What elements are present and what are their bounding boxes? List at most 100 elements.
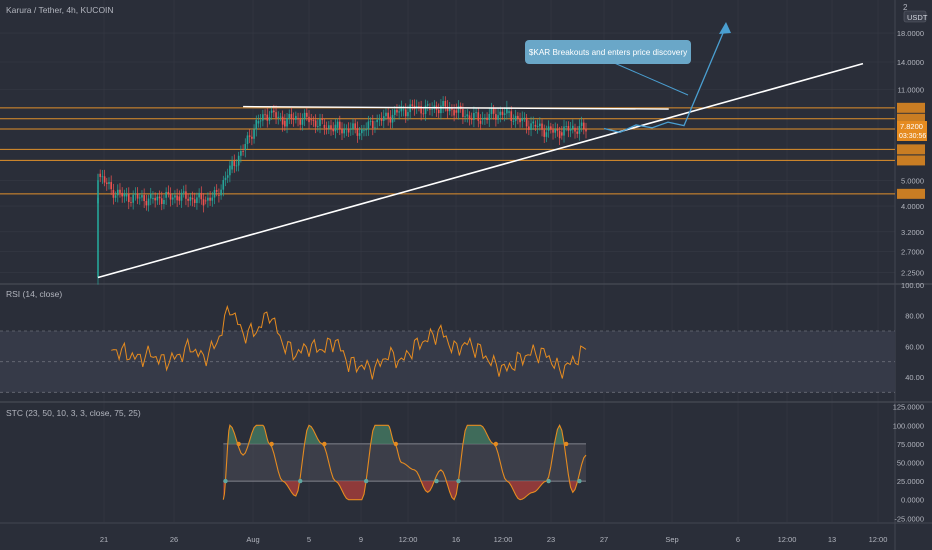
candle-body [251, 136, 253, 139]
candle-body [576, 131, 579, 134]
candle-body [365, 129, 367, 131]
candle-body [451, 108, 453, 110]
callout-pointer [611, 61, 689, 96]
stc-sell-marker [322, 441, 327, 447]
candle-body [235, 165, 238, 167]
candle-body [156, 196, 159, 201]
candle-body [154, 197, 156, 201]
stc-buy-marker [434, 478, 439, 484]
candle-body [317, 126, 319, 127]
candle-body [262, 114, 264, 121]
candle-body [376, 119, 378, 123]
candle-body [277, 116, 280, 118]
resistance-line[interactable] [243, 105, 669, 110]
candle-body [426, 104, 429, 106]
candle-body [585, 128, 587, 132]
candle-body [431, 108, 433, 110]
candle-body [572, 125, 574, 129]
candle-body [367, 121, 370, 130]
candle-body [314, 120, 317, 127]
candle-body [158, 196, 161, 199]
price-axis-label: 2.2500 [901, 268, 924, 277]
candle-body [248, 135, 251, 137]
candle-body [554, 129, 557, 133]
candle-body [244, 144, 247, 151]
candle-body [508, 111, 510, 113]
candle-body [477, 112, 480, 121]
candle-body [99, 173, 101, 177]
candle-body [334, 124, 337, 132]
candle-body [455, 110, 458, 113]
stc-buy-marker [577, 478, 582, 484]
candle-body [517, 115, 519, 119]
candle-body [233, 161, 236, 166]
candle-body [437, 109, 440, 114]
candle-body [229, 165, 231, 176]
candle-body [224, 177, 227, 180]
candle-body [380, 118, 383, 121]
candles [97, 96, 587, 285]
candle-body [301, 119, 304, 125]
projection-path[interactable] [603, 25, 727, 133]
time-axis-label: 12:00 [778, 535, 797, 544]
rsi-axis-label: 80.00 [905, 312, 924, 321]
candle-body [253, 129, 255, 139]
candle-body [339, 121, 341, 129]
currency-badge[interactable]: USDT [903, 10, 928, 23]
rsi-line[interactable] [111, 304, 587, 380]
candle-body [297, 118, 299, 120]
candle-body [345, 128, 348, 130]
candle-body [145, 200, 148, 206]
level-axis-tag [897, 144, 925, 155]
stc-buy-marker [298, 478, 303, 484]
candle-body [255, 119, 258, 130]
candle-body [356, 128, 359, 136]
stc-axis-label: -25.0000 [894, 514, 924, 523]
candle-body [382, 116, 385, 121]
candle-body [281, 116, 284, 125]
rsi-axis-label: 40.00 [905, 373, 924, 382]
candle-body [453, 109, 455, 116]
rsi-axis-label: 60.00 [905, 342, 924, 351]
price-axis-label: 4.0000 [901, 202, 924, 211]
candle-body [149, 193, 152, 199]
candle-body [171, 197, 174, 200]
candle-body [108, 182, 110, 184]
candle-body [237, 155, 240, 166]
candle-body [290, 114, 293, 119]
candle-body [185, 191, 187, 199]
rsi-panel-label: RSI (14, close) [6, 289, 62, 299]
candle-body [536, 126, 539, 127]
candle-body [360, 128, 363, 134]
candle-body [211, 197, 214, 201]
candle-body [378, 118, 381, 120]
top-axis-value: 2 [903, 3, 908, 12]
candle-body [532, 121, 535, 124]
candle-body [101, 176, 104, 178]
candle-body [169, 193, 172, 200]
annotation-callout[interactable]: $KAR Breakouts and enters price discover… [525, 40, 691, 96]
candle-body [545, 132, 548, 137]
candle-body [407, 112, 409, 117]
stc-axis-label: 25.0000 [897, 477, 924, 486]
time-axis-label: 12:00 [869, 535, 888, 544]
candle-body [528, 126, 530, 130]
candle-body [444, 100, 447, 107]
projection-arrowhead-icon [719, 22, 731, 34]
candle-body [569, 128, 572, 131]
candle-body [147, 198, 150, 206]
candle-body [121, 192, 123, 197]
candle-body [440, 105, 442, 114]
candle-body [259, 120, 262, 122]
candle-body [506, 107, 508, 114]
candle-body [182, 191, 185, 193]
ascending-trend-line[interactable] [97, 62, 864, 279]
stc-axis-label: 50.0000 [897, 459, 924, 468]
candle-body [519, 118, 521, 123]
candle-body [556, 129, 559, 131]
candle-body [418, 106, 420, 107]
candle-body [127, 193, 130, 203]
price-axis-label: 5.0000 [901, 176, 924, 185]
